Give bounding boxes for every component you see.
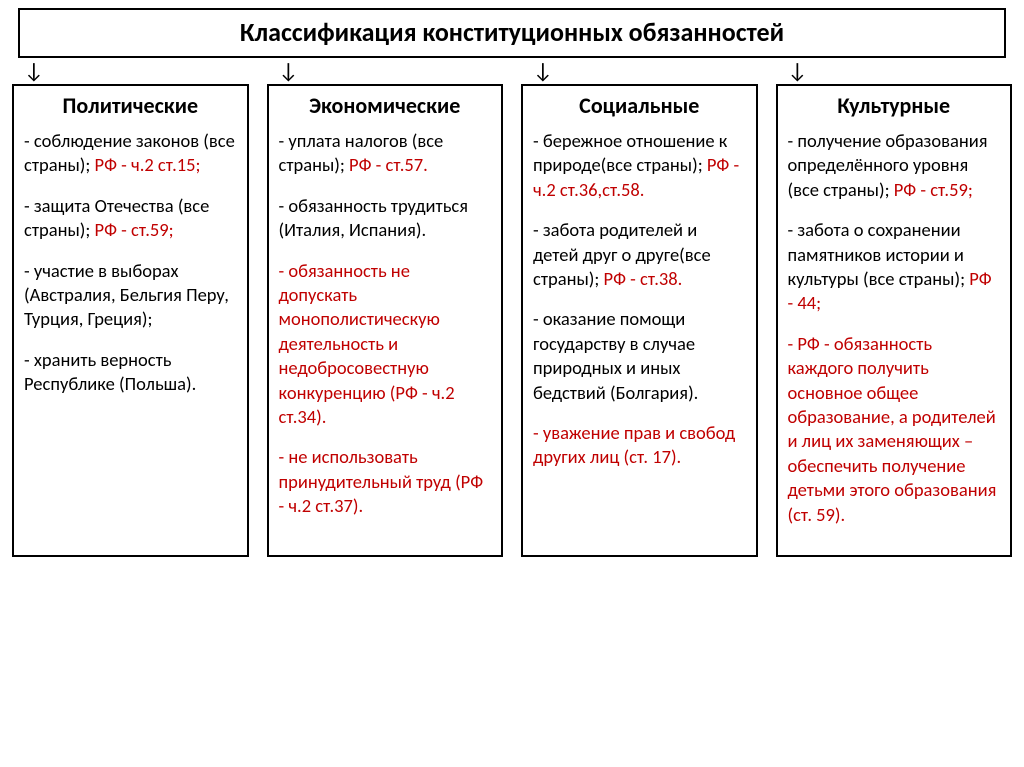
highlight-text: - уважение прав и свобод других лиц (ст.… [533,421,735,468]
arrow-down-icon: ↓ [12,60,249,82]
arrow-down-icon: ↓ [521,60,758,82]
highlight-text: РФ - ст.59; [894,178,973,201]
category-column: Экономические - уплата налогов (все стран… [267,84,504,557]
arrow-down-icon: ↓ [776,60,1013,82]
category-column: Социальные - бережное отношение к природе… [521,84,758,557]
body-text: - бережное отношение к природе(все стран… [533,129,727,176]
diagram-title: Классификация конституционных обязанност… [18,8,1006,58]
body-text: - обязанность трудиться (Италия, Испания… [279,194,469,241]
list-item: - оказание помощи государству в случае п… [533,307,746,405]
list-item: - обязанность не допускать монополистиче… [279,259,492,430]
body-text: - оказание помощи государству в случае п… [533,307,698,403]
highlight-text: - не использовать принудительный труд (Р… [279,445,484,517]
list-item: - соблюдение законов (все страны); РФ - … [24,129,237,178]
list-item: - уплата налогов (все страны); РФ - ст.5… [279,129,492,178]
arrow-down-icon: ↓ [267,60,504,82]
highlight-text: - РФ - обязанность каждого получить осно… [788,332,997,526]
column-header: Социальные [533,92,746,119]
body-text: - участие в выборах (Австралия, Бельгия … [24,259,229,331]
body-text: - хранить верность Республике (Польша). [24,348,196,395]
list-item: - забота о сохранении памятников истории… [788,218,1001,316]
category-column: Политические - соблюдение законов (все ст… [12,84,249,557]
arrows-row: ↓ ↓ ↓ ↓ [8,60,1016,82]
body-text: - забота о сохранении памятников истории… [788,218,970,290]
category-column: Культурные - получение образования опреде… [776,84,1013,557]
list-item: - забота родителей и детей друг о друге(… [533,218,746,291]
list-item: - уважение прав и свобод других лиц (ст.… [533,421,746,470]
list-item: - РФ - обязанность каждого получить осно… [788,332,1001,527]
highlight-text: РФ - ч.2 ст.15; [95,153,201,176]
columns-container: Политические - соблюдение законов (все ст… [8,84,1016,557]
list-item: - обязанность трудиться (Италия, Испания… [279,194,492,243]
list-item: - защита Отечества (все страны); РФ - ст… [24,194,237,243]
list-item: - бережное отношение к природе(все стран… [533,129,746,202]
column-header: Политические [24,92,237,119]
list-item: - получение образования определённого ур… [788,129,1001,202]
list-item: - не использовать принудительный труд (Р… [279,445,492,518]
highlight-text: РФ - ст.59; [95,218,174,241]
list-item: - участие в выборах (Австралия, Бельгия … [24,259,237,332]
highlight-text: РФ - ст.57. [349,153,428,176]
column-header: Экономические [279,92,492,119]
column-header: Культурные [788,92,1001,119]
highlight-text: РФ - ст.38. [604,267,683,290]
list-item: - хранить верность Республике (Польша). [24,348,237,397]
highlight-text: - обязанность не допускать монополистиче… [279,259,455,428]
